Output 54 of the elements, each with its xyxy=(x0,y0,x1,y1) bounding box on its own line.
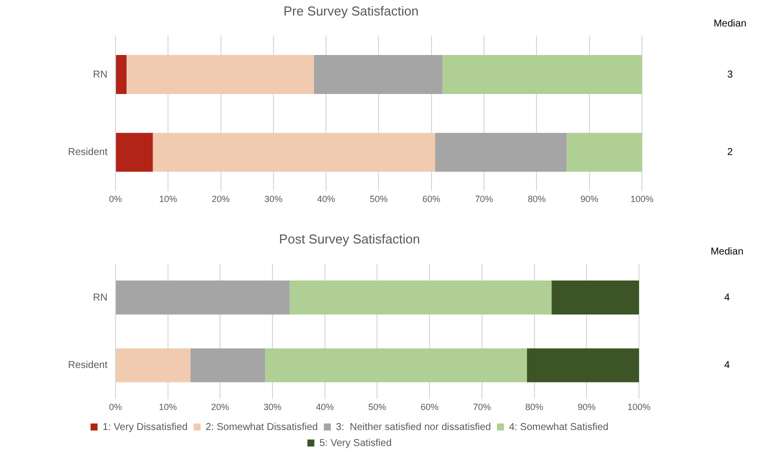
x-tick-label: 90% xyxy=(578,402,596,412)
bar xyxy=(116,132,153,172)
y-tick-label: Resident xyxy=(68,147,108,158)
bar xyxy=(265,348,527,382)
bar xyxy=(126,55,314,94)
legend-label: 2: Somewhat Dissatisfied xyxy=(206,422,318,433)
x-tick-label: 50% xyxy=(368,402,386,412)
legend-label: 4: Somewhat Satisfied xyxy=(508,422,608,433)
text: 4 xyxy=(724,292,730,304)
chart-title: Pre Survey Satisfaction xyxy=(283,3,419,18)
x-tick-label: 100% xyxy=(630,194,654,204)
bar xyxy=(552,280,639,314)
x-tick-label: 40% xyxy=(316,402,334,412)
bar xyxy=(435,132,567,172)
text: Median xyxy=(714,18,746,30)
bar xyxy=(116,348,190,382)
x-tick-label: 60% xyxy=(422,194,440,204)
x-tick-label: 40% xyxy=(317,194,336,204)
y-tick-label: RN xyxy=(93,69,108,80)
bar xyxy=(152,132,436,172)
x-tick-label: 90% xyxy=(580,194,598,204)
bar xyxy=(190,348,266,382)
legend-label: 3: Neither satisfied nor dissatisfied xyxy=(336,422,491,433)
bar xyxy=(290,280,552,314)
x-tick-label: 20% xyxy=(212,194,230,204)
text: 3 xyxy=(727,69,734,80)
x-tick-label: 80% xyxy=(525,402,544,412)
bar xyxy=(566,132,642,172)
text: 2 xyxy=(727,147,734,158)
x-tick-label: 50% xyxy=(370,194,388,204)
legend-label: 5: Very Satisfied xyxy=(319,438,392,449)
text: Median xyxy=(710,246,744,258)
chart-title: Post Survey Satisfaction xyxy=(279,231,420,246)
x-tick-label: 0% xyxy=(108,402,122,412)
bar xyxy=(116,280,290,314)
text: 4 xyxy=(724,360,730,372)
bar xyxy=(526,348,639,382)
x-tick-label: 0% xyxy=(108,194,122,204)
x-tick-label: 60% xyxy=(420,402,439,412)
legend-label: 1: Very Dissatisfied xyxy=(102,422,188,433)
x-tick-label: 100% xyxy=(627,402,651,412)
x-tick-label: 30% xyxy=(264,402,282,412)
x-tick-label: 80% xyxy=(528,194,546,204)
y-tick-label: Resident xyxy=(68,360,108,372)
x-tick-label: 70% xyxy=(472,402,491,412)
bar xyxy=(314,55,442,94)
x-tick-label: 70% xyxy=(475,194,494,204)
bar xyxy=(442,55,642,94)
bar xyxy=(116,55,127,94)
x-tick-label: 10% xyxy=(159,194,178,204)
x-tick-label: 20% xyxy=(211,402,230,412)
x-tick-label: 30% xyxy=(264,194,282,204)
y-tick-label: RN xyxy=(93,292,108,304)
x-tick-label: 10% xyxy=(158,402,177,412)
